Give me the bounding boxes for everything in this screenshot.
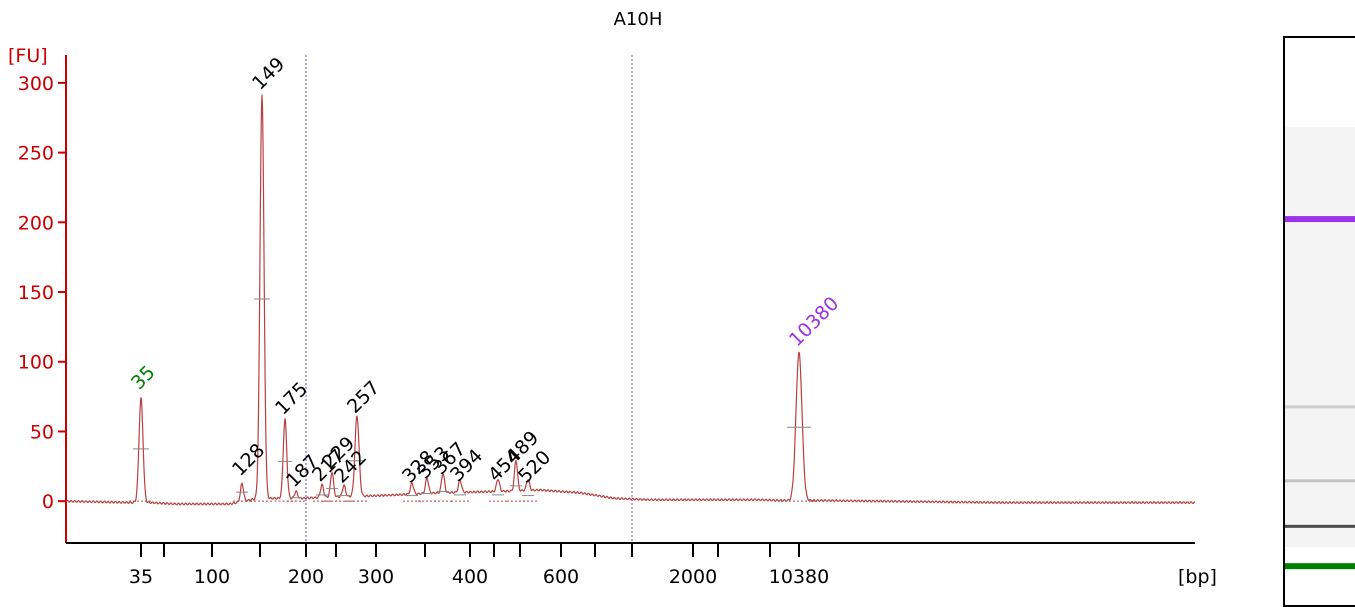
y-tick-label: 150 xyxy=(18,282,54,304)
x-tick-label: 300 xyxy=(358,566,394,588)
trace-line xyxy=(65,94,1195,506)
x-tick-label: 35 xyxy=(129,566,153,588)
x-tick-label: 100 xyxy=(194,566,230,588)
gel-band-faint-band xyxy=(1285,405,1355,409)
x-tick-label: 600 xyxy=(543,566,579,588)
x-tick-label: 200 xyxy=(288,566,324,588)
gel-lane-background xyxy=(1285,127,1355,547)
y-tick-label: 200 xyxy=(18,212,54,234)
x-tick-label: 10380 xyxy=(769,566,829,588)
y-tick-label: 250 xyxy=(18,143,54,165)
plot-area: 0 50 100 150 200 250 300 35 100 200 300 400 600 2000 1… xyxy=(18,53,1195,588)
peak-label: 35 xyxy=(127,361,160,394)
gel-band-faint-band xyxy=(1285,479,1355,483)
peak-label: 128 xyxy=(228,439,269,480)
chart-title: A10H xyxy=(614,9,663,30)
gel-band-lower-marker xyxy=(1285,563,1355,570)
gel-band-upper-marker xyxy=(1285,216,1355,223)
peak-label: 257 xyxy=(343,377,384,418)
y-axis-label: [FU] xyxy=(8,45,48,67)
peak-label: 149 xyxy=(248,53,289,94)
x-tick-label: 2000 xyxy=(669,566,717,588)
y-tick-label: 0 xyxy=(42,491,54,513)
y-tick-label: 100 xyxy=(18,352,54,374)
x-tick-label: 400 xyxy=(452,566,488,588)
peak-label: 10380 xyxy=(785,293,843,351)
x-axis-label: [bp] xyxy=(1178,566,1217,588)
y-tick-label: 300 xyxy=(18,73,54,95)
gel-lane xyxy=(1283,36,1355,607)
gel-band-dark-band xyxy=(1285,524,1355,528)
y-tick-label: 50 xyxy=(30,421,54,443)
